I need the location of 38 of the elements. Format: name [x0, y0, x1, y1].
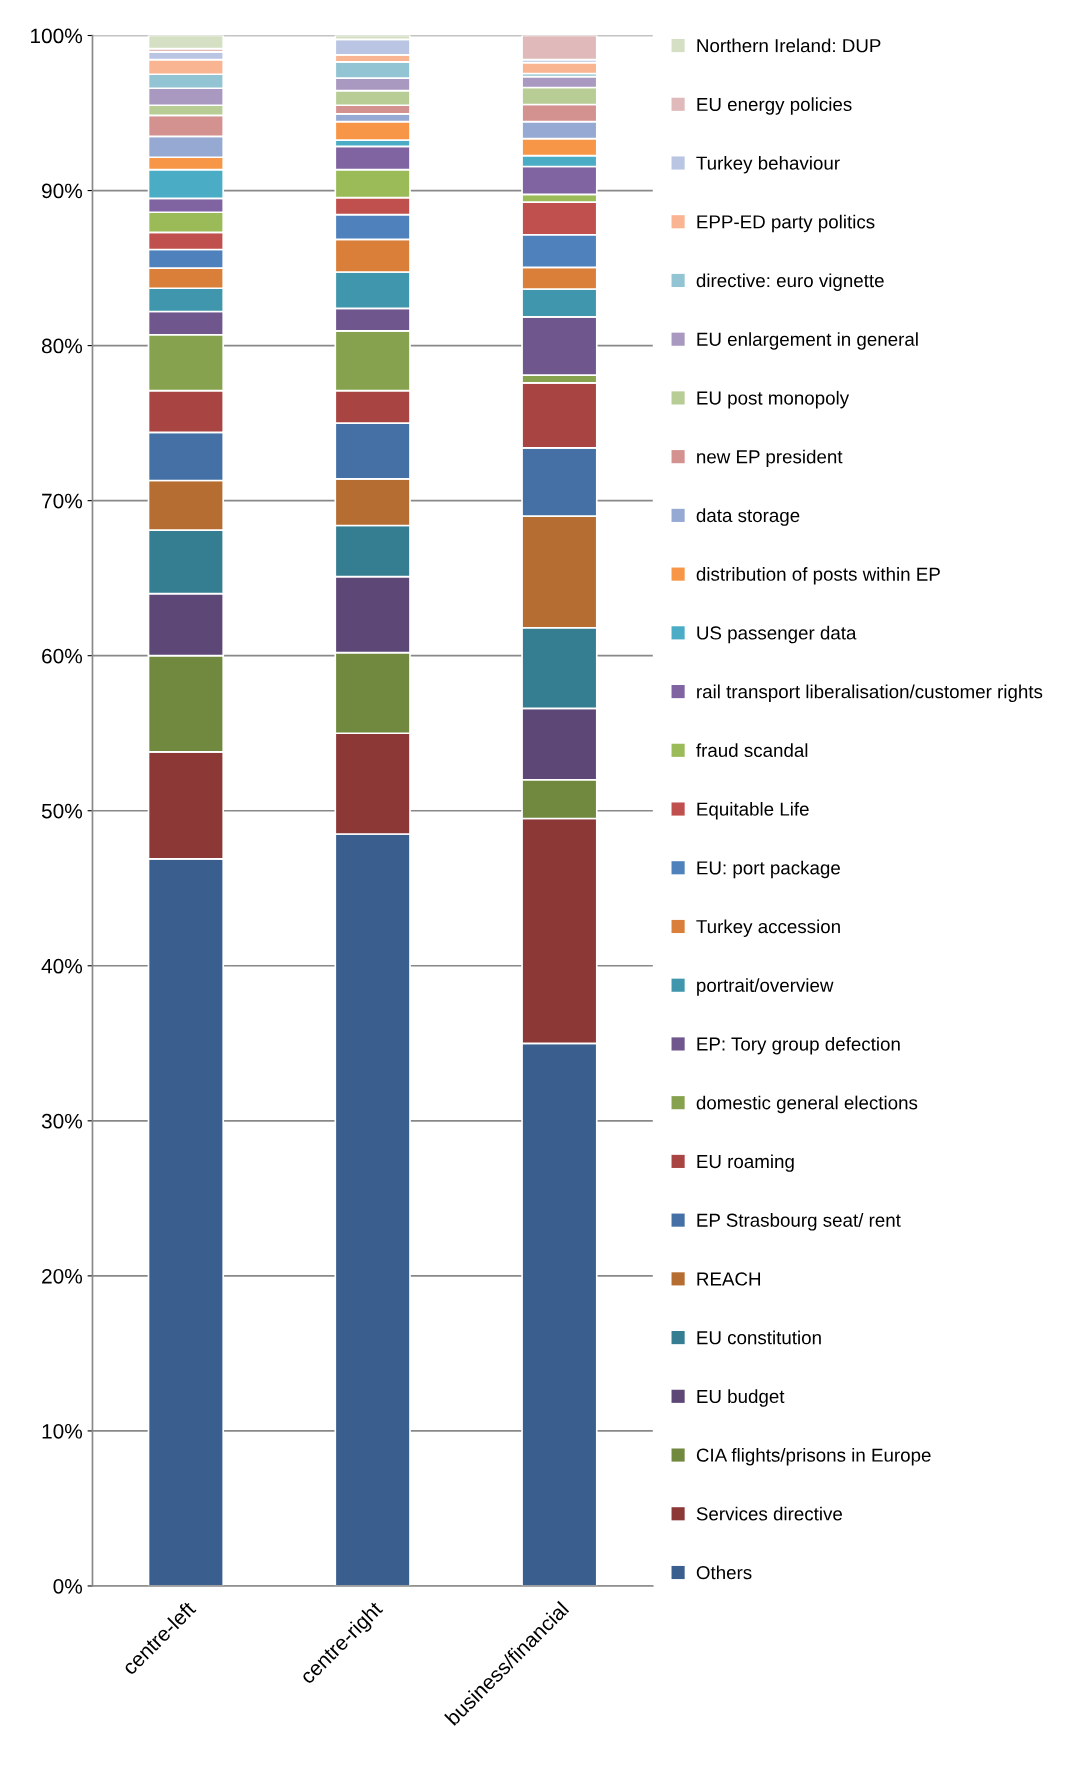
y-tick-label: 100%: [31, 28, 83, 44]
legend-label: distribution of posts within EP: [696, 567, 940, 585]
legend-label: US passenger data: [697, 625, 857, 644]
legend-label: Northern Ireland: DUP: [697, 38, 881, 53]
legend-label: new EP president: [697, 449, 843, 468]
legend-label: CIA flights/prisons in Europe: [696, 1448, 931, 1466]
legend-label: EU budget: [697, 1389, 785, 1407]
legend-label: portrait/overview: [697, 978, 834, 996]
legend-label: directive: euro vignette: [696, 273, 884, 291]
legend-label: EPP-ED party politics: [697, 214, 875, 233]
legend-label: EP: Tory group defection: [697, 1036, 900, 1055]
legend-label: EU enlargement in general: [697, 332, 918, 350]
legend-label: EU: port package: [697, 860, 840, 879]
legend-label: EP Strasbourg seat/ rent: [697, 1213, 901, 1231]
legend-label: Turkey accession: [696, 919, 840, 937]
legend-label: data storage: [696, 508, 800, 526]
legend-label: Turkey behaviour: [696, 155, 840, 174]
legend-label: Others: [696, 1565, 752, 1580]
y-tick-label: 10%: [42, 1423, 83, 1439]
y-tick-label: 20%: [42, 1268, 83, 1284]
y-tick-label: 90%: [42, 183, 83, 199]
legend-label: EU constitution: [697, 1330, 821, 1345]
legend-label: EU post monopoly: [697, 390, 850, 409]
y-tick-label: 50%: [41, 803, 83, 819]
legend-label: Services directive: [696, 1506, 842, 1521]
y-tick-label: 60%: [42, 648, 83, 664]
y-tick-label: 0%: [53, 1578, 83, 1594]
legend-label: Equitable Life: [697, 802, 809, 820]
y-tick-label: 30%: [41, 1113, 83, 1129]
legend-label: fraud scandal: [696, 743, 808, 758]
legend-label: REACH: [697, 1272, 761, 1286]
legend-label: rail transport liberalisation/customer rights: [697, 684, 1043, 703]
legend-label: EU energy policies: [697, 97, 852, 115]
y-tick-label: 80%: [41, 338, 83, 354]
legend-label: domestic general elections: [696, 1095, 918, 1114]
y-tick-label: 70%: [42, 493, 83, 509]
legend-label: EU roaming: [697, 1154, 794, 1172]
y-tick-label: 40%: [41, 958, 83, 974]
